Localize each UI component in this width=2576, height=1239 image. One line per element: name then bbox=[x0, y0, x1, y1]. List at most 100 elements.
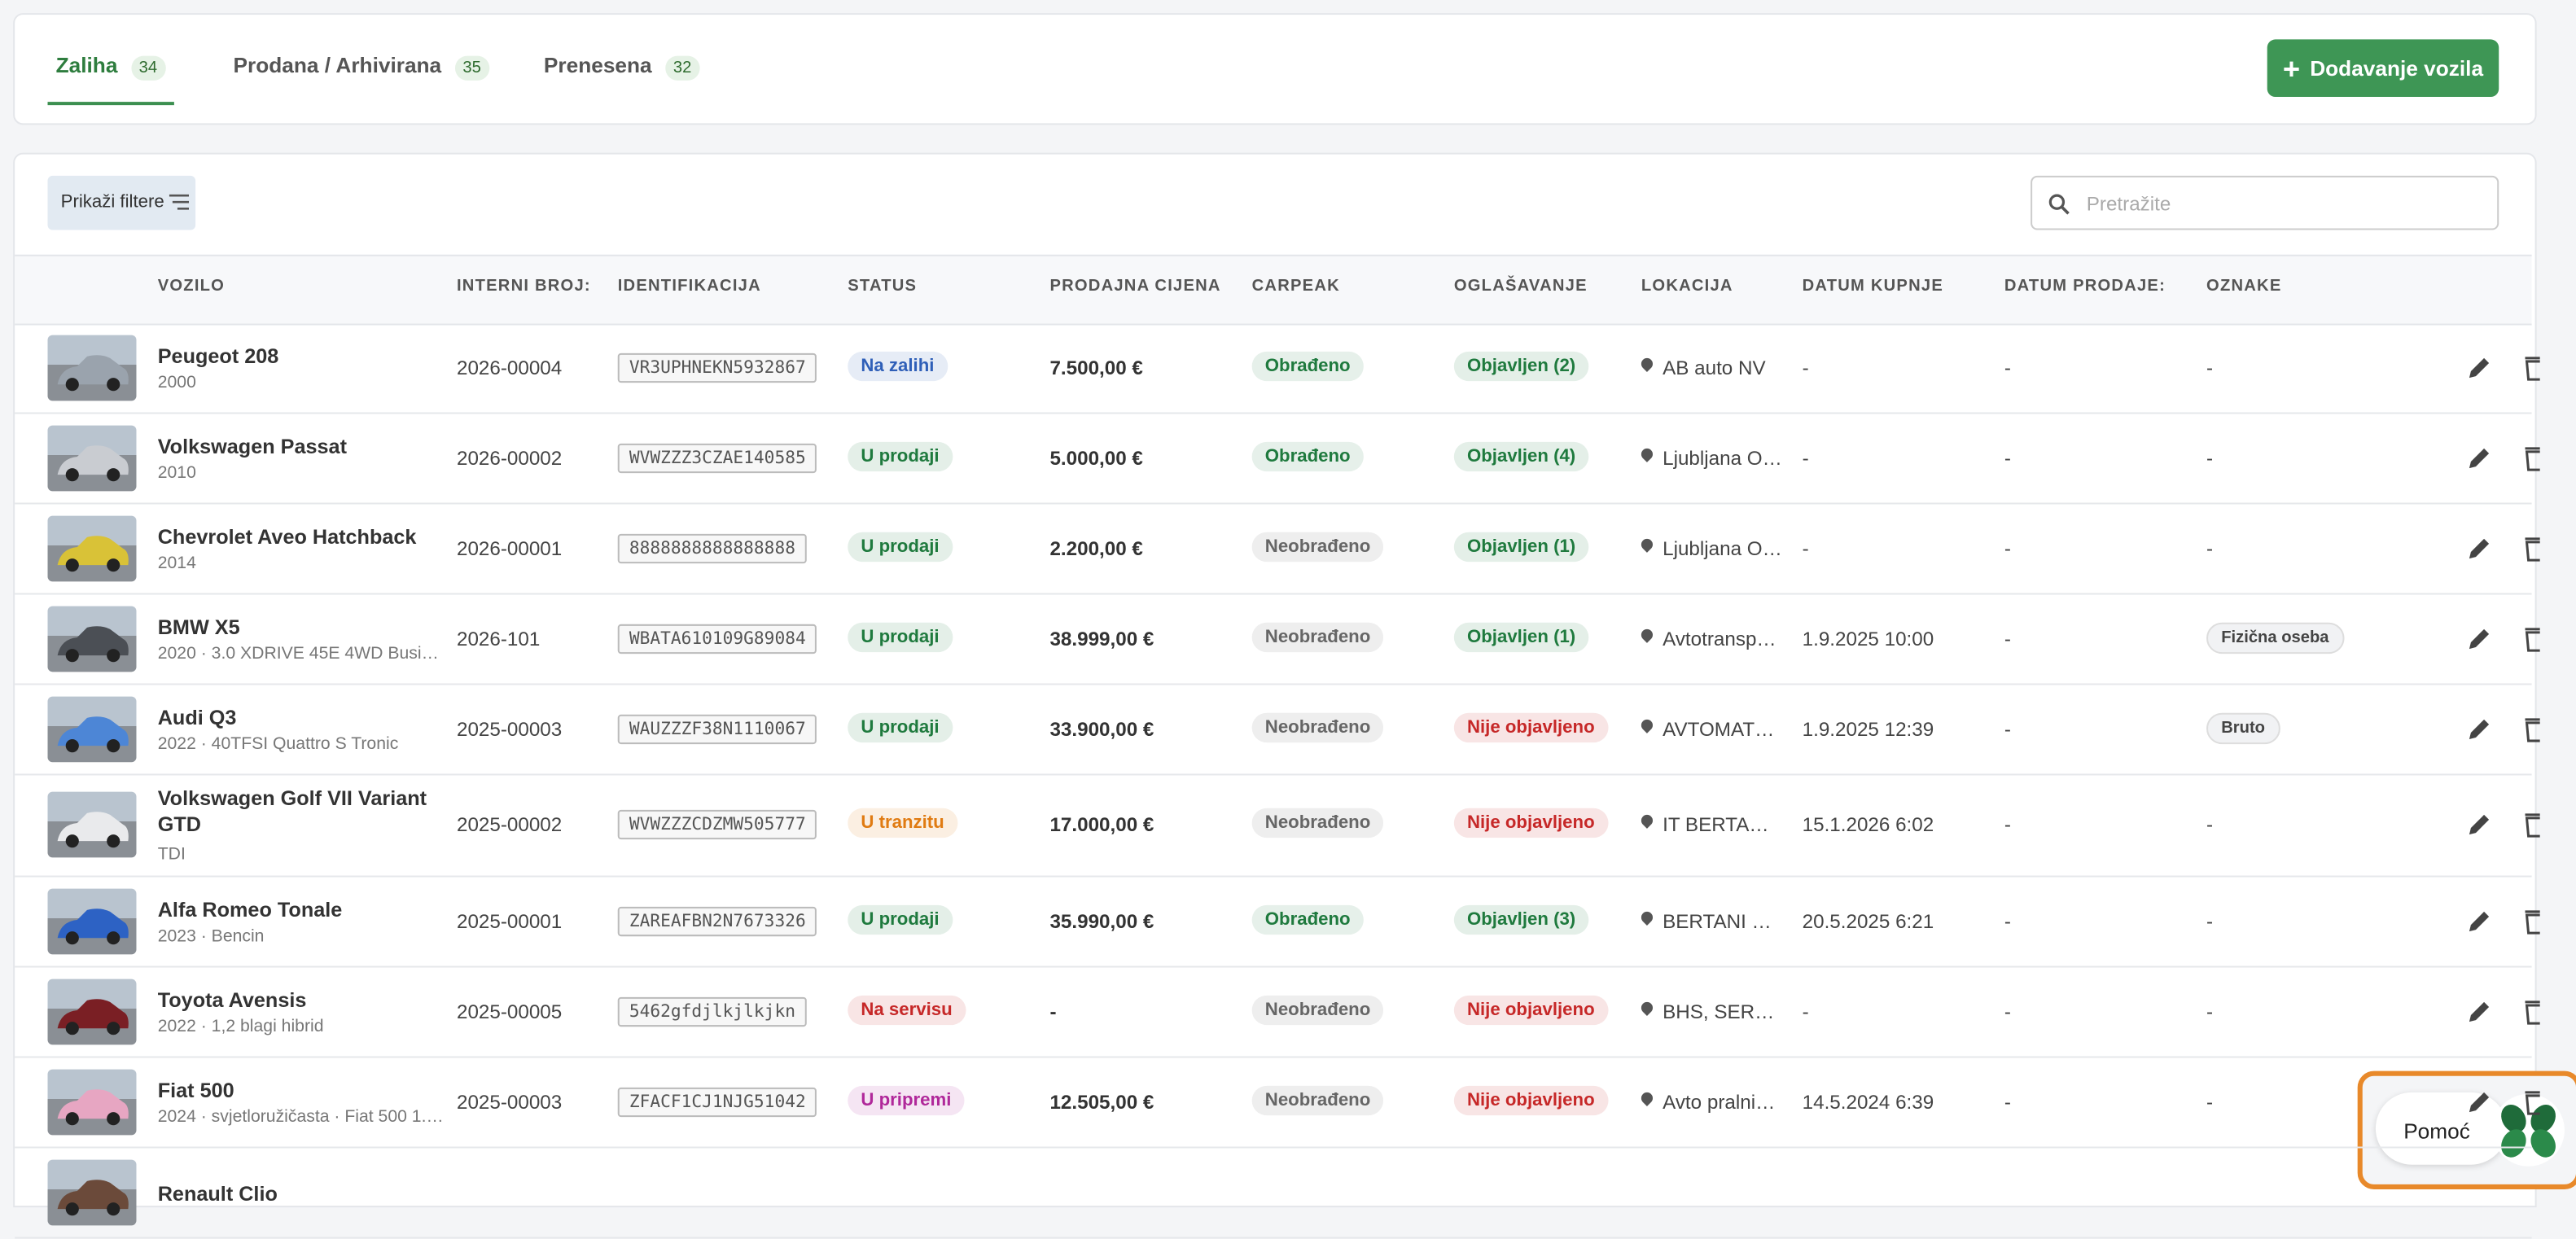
delete-button[interactable] bbox=[2523, 998, 2540, 1024]
sale-date: - bbox=[2004, 445, 2011, 470]
price: 17.000,00 € bbox=[1049, 812, 1154, 837]
carpeak-chip: Neobrađeno bbox=[1251, 808, 1384, 838]
trash-icon bbox=[2525, 1090, 2540, 1114]
price: 35.990,00 € bbox=[1049, 908, 1154, 933]
vehicle-name[interactable]: Renault Clio bbox=[157, 1181, 278, 1206]
vehicle-detail: 2022 · 40TFSI Quattro S Tronic bbox=[157, 733, 399, 754]
trash-icon bbox=[2525, 536, 2540, 561]
vehicle-name[interactable]: Volkswagen Golf VII Variant GTD bbox=[157, 786, 427, 837]
edit-button[interactable] bbox=[2466, 1088, 2492, 1114]
delete-button[interactable] bbox=[2523, 444, 2540, 471]
row-divider bbox=[15, 412, 2532, 414]
car-shape bbox=[57, 908, 129, 944]
internal-number: 2026-00004 bbox=[456, 355, 563, 379]
column-header: OGLAŠAVANJE bbox=[1453, 278, 1588, 296]
edit-button[interactable] bbox=[2466, 354, 2492, 380]
vehicle-detail: 2014 bbox=[157, 553, 196, 573]
tab[interactable]: Prenesena 32 bbox=[544, 53, 700, 81]
internal-number: 2026-00002 bbox=[456, 445, 563, 470]
tags: - bbox=[2206, 355, 2214, 379]
add-vehicle-button[interactable]: + Dodavanje vozila bbox=[2267, 39, 2499, 98]
help-logo[interactable] bbox=[2491, 1092, 2566, 1168]
status-chip: Na servisu bbox=[848, 994, 966, 1025]
help-pill[interactable] bbox=[2375, 1092, 2508, 1165]
edit-button[interactable] bbox=[2466, 716, 2492, 742]
vehicle-name[interactable]: Audi Q3 bbox=[157, 705, 237, 729]
car-shape bbox=[57, 1088, 129, 1125]
trash-icon bbox=[2525, 627, 2540, 651]
delete-button[interactable] bbox=[2523, 535, 2540, 561]
row-divider bbox=[15, 502, 2532, 505]
edit-button[interactable] bbox=[2466, 998, 2492, 1024]
purchase-date: 15.1.2026 6:02 bbox=[1802, 812, 1934, 837]
filter-button[interactable]: Prikaži filtere bbox=[47, 175, 196, 230]
delete-button[interactable] bbox=[2523, 908, 2540, 934]
vin: 8888888888888888 bbox=[617, 532, 808, 563]
trash-icon bbox=[2525, 446, 2540, 471]
vehicle-name[interactable]: BMW X5 bbox=[157, 615, 240, 638]
edit-button[interactable] bbox=[2466, 535, 2492, 561]
tab-count: 32 bbox=[664, 55, 700, 81]
trash-icon bbox=[2525, 909, 2540, 934]
vehicle-name[interactable]: Alfa Romeo Tonale bbox=[157, 897, 343, 922]
carpeak-chip: Neobrađeno bbox=[1251, 531, 1384, 562]
sale-date: - bbox=[2004, 999, 2011, 1023]
car-shape bbox=[57, 998, 129, 1035]
vehicle-name[interactable]: Toyota Avensis bbox=[157, 987, 307, 1012]
purchase-date: 14.5.2024 6:39 bbox=[1802, 1089, 1934, 1114]
location: Avto pralni… bbox=[1663, 1089, 1776, 1114]
status-chip: U tranzitu bbox=[848, 808, 957, 838]
delete-button[interactable] bbox=[2523, 812, 2540, 838]
vehicle-name[interactable]: Fiat 500 bbox=[157, 1078, 234, 1102]
sale-date: - bbox=[2004, 908, 2011, 933]
tab-count: 34 bbox=[130, 55, 166, 81]
column-header: INTERNI BROJ: bbox=[456, 278, 591, 296]
delete-button[interactable] bbox=[2523, 354, 2540, 380]
edit-icon bbox=[2469, 718, 2490, 739]
column-header: DATUM PRODAJE: bbox=[2004, 278, 2166, 296]
carpeak-chip: Neobrađeno bbox=[1251, 1084, 1384, 1115]
carpeak-chip: Neobrađeno bbox=[1251, 994, 1384, 1025]
column-header: VOZILO bbox=[157, 278, 226, 296]
purchase-date: - bbox=[1802, 999, 1809, 1023]
vin: ZFACF1CJ1NJG51042 bbox=[617, 1086, 817, 1117]
location: Avtotransp… bbox=[1663, 626, 1776, 650]
internal-number: 2025-00002 bbox=[456, 812, 563, 837]
purchase-date: - bbox=[1802, 355, 1809, 379]
tag-chip: Bruto bbox=[2206, 711, 2280, 744]
vehicle-detail: TDI bbox=[157, 844, 186, 865]
vehicle-detail: 2024 · svjetloružičasta · Fiat 500 1.… bbox=[157, 1106, 444, 1127]
vehicle-name[interactable]: Peugeot 208 bbox=[157, 344, 279, 368]
delete-button[interactable] bbox=[2523, 625, 2540, 651]
app: + Dodavanje vozila Prikaži filtere Pretra… bbox=[13, 13, 2576, 1239]
add-vehicle-label: Dodavanje vozila bbox=[2310, 55, 2484, 81]
edit-icon bbox=[2469, 814, 2490, 835]
edit-button[interactable] bbox=[2466, 908, 2492, 934]
trash-icon bbox=[2525, 356, 2540, 380]
edit-button[interactable] bbox=[2466, 625, 2492, 651]
vehicle-name[interactable]: Volkswagen Passat bbox=[157, 434, 347, 458]
status-chip: U prodaji bbox=[848, 904, 953, 935]
vehicle-thumbnail bbox=[47, 791, 137, 858]
location: Ljubljana O… bbox=[1663, 536, 1782, 560]
delete-button[interactable] bbox=[2523, 1088, 2540, 1114]
car-shape bbox=[57, 812, 129, 848]
status-chip: U prodaji bbox=[848, 621, 953, 652]
edit-button[interactable] bbox=[2466, 812, 2492, 838]
table-card bbox=[13, 152, 2537, 1208]
delete-button[interactable] bbox=[2523, 716, 2540, 742]
ads-chip: Objavljen (3) bbox=[1453, 904, 1589, 935]
edit-button[interactable] bbox=[2466, 444, 2492, 471]
tab[interactable]: Zaliha 34 bbox=[56, 53, 166, 81]
tags: - bbox=[2206, 445, 2214, 470]
search-box[interactable]: Pretražite bbox=[2031, 175, 2499, 230]
column-header: IDENTIFIKACIJA bbox=[617, 278, 761, 296]
edit-icon bbox=[2469, 628, 2490, 649]
sale-date: - bbox=[2004, 355, 2011, 379]
tab[interactable]: Prodana / Arhivirana 35 bbox=[234, 53, 489, 81]
carpeak-chip: Obrađeno bbox=[1251, 440, 1364, 471]
vin: VR3UPHNEKN5932867 bbox=[617, 352, 817, 383]
vehicle-detail: 2020 · 3.0 XDRIVE 45E 4WD Busi… bbox=[157, 643, 439, 663]
vehicle-name[interactable]: Chevrolet Aveo Hatchback bbox=[157, 524, 417, 548]
sale-date: - bbox=[2004, 626, 2011, 650]
